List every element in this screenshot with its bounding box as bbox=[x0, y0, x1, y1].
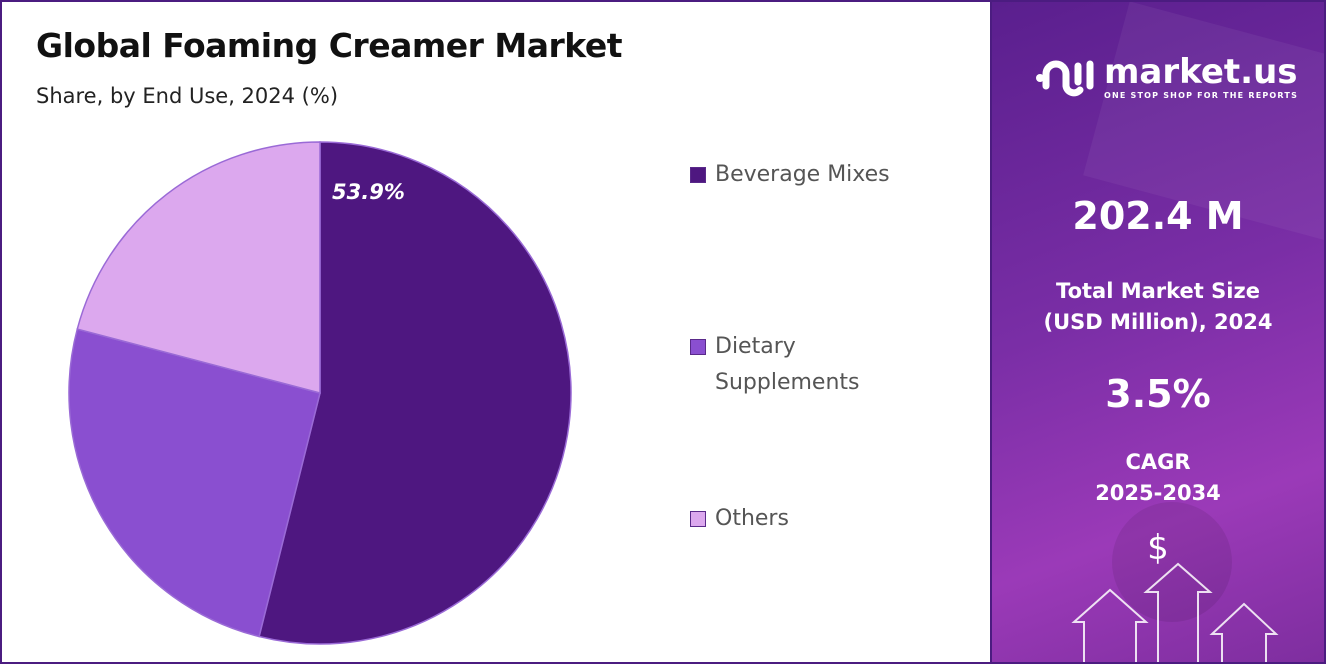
logo-tagline: ONE STOP SHOP FOR THE REPORTS bbox=[1104, 90, 1299, 100]
legend-item-dietary-supplements: Dietary Supplements bbox=[690, 329, 859, 401]
arrows-icon bbox=[1071, 562, 1279, 662]
cagr-label-2: 2025-2034 bbox=[1095, 481, 1221, 505]
chart-title: Global Foaming Creamer Market bbox=[36, 26, 622, 65]
legend-label-line2: Supplements bbox=[715, 370, 860, 395]
pie-slice-beverage-mixes bbox=[258, 141, 572, 645]
market-size-label-2: (USD Million), 2024 bbox=[1043, 310, 1273, 334]
logo-wordmark: market.us bbox=[1104, 51, 1298, 92]
cagr-label-1: CAGR bbox=[1125, 450, 1191, 474]
pie-slice-others bbox=[76, 141, 321, 394]
legend-item-beverage-mixes: Beverage Mixes bbox=[690, 157, 890, 193]
summary-panel: market.us ONE STOP SHOP FOR THE REPORTS … bbox=[990, 2, 1324, 662]
legend-swatch bbox=[690, 167, 706, 183]
legend-label: Beverage Mixes bbox=[715, 162, 890, 187]
legend-swatch bbox=[690, 339, 706, 355]
pie-slice-dietary-supplements bbox=[68, 328, 321, 638]
dollar-icon: $ bbox=[1147, 528, 1169, 568]
chart-subtitle: Share, by End Use, 2024 (%) bbox=[36, 84, 339, 108]
background-decoration bbox=[1071, 2, 1324, 662]
market-size-value: 202.4 M bbox=[1072, 194, 1244, 238]
market-us-logo: market.us ONE STOP SHOP FOR THE REPORTS bbox=[1034, 52, 1298, 102]
legend-label: Others bbox=[715, 506, 789, 531]
cagr-value: 3.5% bbox=[1105, 372, 1211, 416]
logo-icon bbox=[1036, 60, 1094, 97]
legend-swatch bbox=[690, 511, 706, 527]
market-size-label-1: Total Market Size bbox=[1056, 279, 1260, 303]
data-label: 53.9% bbox=[332, 180, 405, 204]
pie-chart: 53.9% bbox=[68, 141, 572, 645]
legend-label: Dietary bbox=[715, 334, 796, 359]
legend-item-others: Others bbox=[690, 501, 789, 537]
